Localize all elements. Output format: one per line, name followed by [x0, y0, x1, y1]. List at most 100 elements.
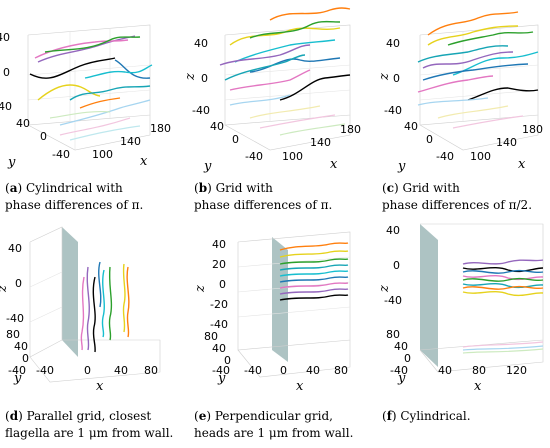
y-tick-4: -40 — [390, 364, 408, 377]
curve-purple — [37, 35, 136, 63]
curve-green — [44, 36, 141, 53]
caption-line-2: phase differences of π/2. — [382, 198, 533, 212]
curve-black — [279, 294, 349, 301]
curve-lightblue — [59, 99, 151, 126]
x-tick-3: 180 — [522, 123, 543, 136]
caption-f: (f) Cylindrical. — [382, 409, 471, 423]
z-tick-3: -40 — [6, 312, 24, 325]
caption-e: (e) Perpendicular grid, heads are 1 μm f… — [194, 409, 354, 440]
curve-magenta — [462, 275, 544, 281]
y-tick-3: -40 — [245, 150, 263, 163]
z-tick-2: 20 — [212, 258, 226, 271]
y-tick-1: 40 — [16, 117, 30, 130]
curve-cyan — [234, 39, 336, 63]
caption-letter: b — [198, 181, 208, 195]
x-tick-4: 80 — [144, 364, 158, 377]
caption-letter: c — [386, 181, 394, 195]
x-tick-1: -40 — [36, 364, 54, 377]
x-tick-3: 180 — [150, 122, 171, 135]
curve-teal — [224, 54, 306, 81]
curve-black — [29, 57, 116, 79]
curve-black — [92, 276, 96, 353]
y-label: y — [13, 371, 22, 386]
caption-letter: f — [386, 409, 392, 423]
curve-black — [279, 74, 351, 101]
x-tick-1: 40 — [438, 364, 452, 377]
y-tick-3: 0 — [404, 352, 411, 365]
y-label: y — [397, 159, 406, 174]
x-tick-3: 40 — [114, 364, 128, 377]
curve-green — [447, 31, 534, 46]
curve-cyan — [452, 51, 539, 76]
z-label: z — [183, 73, 198, 81]
y-label: y — [217, 371, 226, 386]
curve-lightpink — [59, 117, 131, 136]
x-tick-1: 100 — [92, 148, 113, 161]
curve-blue — [279, 276, 349, 283]
y-tick-2: 40 — [394, 340, 408, 353]
caption-line-1: Cylindrical. — [400, 409, 471, 423]
curve-orange — [269, 7, 351, 21]
curve-lightyellow — [437, 105, 509, 119]
y-tick-1: 80 — [204, 330, 218, 343]
y-tick-2: 0 — [40, 130, 47, 143]
curve-lightpink — [462, 341, 544, 348]
z-label: z — [377, 73, 392, 81]
y-tick-3: 0 — [224, 354, 231, 367]
x-label: x — [296, 379, 304, 394]
z-tick-2: 0 — [201, 72, 208, 85]
y-tick-1: 80 — [6, 328, 20, 341]
curve-lightpink — [259, 114, 336, 129]
x-tick-1: -40 — [244, 364, 262, 377]
curve-lightyellow — [249, 105, 321, 119]
x-tick-3: 180 — [340, 123, 361, 136]
y-tick-3: -40 — [52, 148, 70, 161]
curve-green — [279, 258, 349, 265]
wall-plane — [420, 224, 438, 367]
curve-lightpink — [452, 115, 524, 129]
curve-purple — [279, 288, 349, 295]
y-tick-3: 0 — [22, 352, 29, 365]
y-tick-3: -40 — [436, 150, 454, 163]
caption-line-1: Grid with — [402, 181, 460, 195]
z-tick-4: -20 — [210, 298, 228, 311]
x-tick-2: 140 — [120, 135, 141, 148]
caption-line-2: flagella are 1 μm from wall. — [5, 426, 174, 440]
y-tick-2: 0 — [232, 133, 239, 146]
curve-yellow — [462, 291, 544, 297]
x-tick-3: 40 — [306, 364, 320, 377]
y-tick-4: -40 — [212, 364, 230, 377]
curve-orange — [462, 285, 544, 290]
caption-d: (d) Parallel grid, closest flagella are … — [5, 409, 174, 440]
caption-b: (b) Grid with phase differences of π. — [194, 181, 333, 212]
curve-teal — [462, 283, 544, 289]
curve-purple — [219, 44, 311, 66]
z-tick-1: 40 — [0, 31, 10, 44]
x-tick-2: 80 — [472, 364, 486, 377]
curve-green — [249, 20, 341, 39]
caption-letter: d — [9, 409, 19, 423]
caption-line-1: Perpendicular grid, — [214, 409, 333, 423]
y-tick-2: 0 — [426, 133, 433, 146]
y-tick-4: -40 — [8, 364, 26, 377]
curve-black — [467, 87, 539, 101]
x-label: x — [330, 157, 338, 172]
y-tick-1: 40 — [210, 120, 224, 133]
y-tick-1: 40 — [404, 120, 418, 133]
curve-blue — [114, 59, 151, 79]
z-tick-1: 40 — [386, 37, 400, 50]
x-label: x — [96, 379, 104, 394]
caption-letter: a — [9, 181, 18, 195]
curve-lightgreen — [462, 348, 544, 354]
curve-blue — [98, 261, 102, 308]
y-tick-2: 40 — [212, 342, 226, 355]
curve-magenta — [279, 282, 349, 289]
curve-orange — [79, 97, 121, 109]
curve-purple — [422, 51, 514, 69]
caption-line-1: Grid with — [215, 181, 273, 195]
curve-yellow — [279, 250, 349, 258]
panel-d: 40 0 -40 z 80 40 0 -40 y -40 0 40 80 x (… — [0, 222, 185, 448]
y-tick-1: 80 — [386, 328, 400, 341]
curve-magenta — [80, 276, 85, 351]
x-tick-4: 80 — [334, 364, 348, 377]
